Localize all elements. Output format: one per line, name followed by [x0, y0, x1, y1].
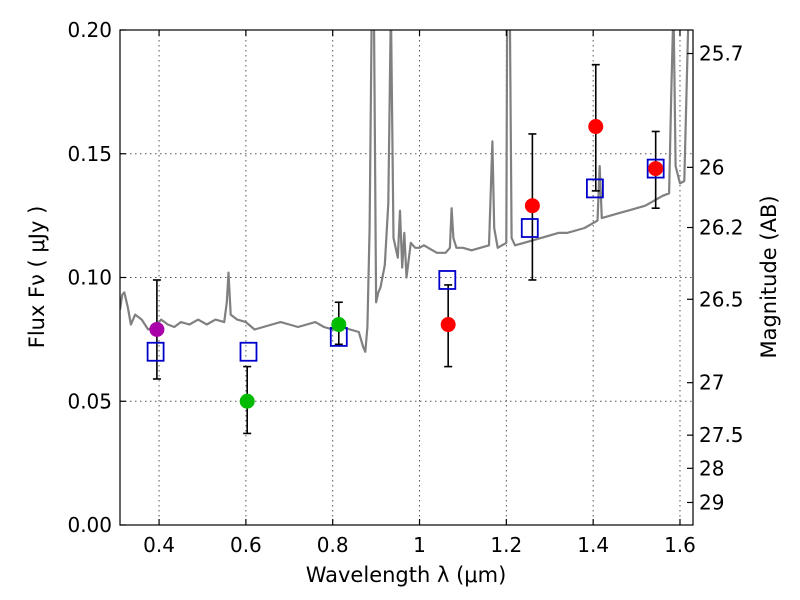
model-band-marker — [146, 341, 165, 362]
y2-tick-label: 28 — [699, 456, 724, 480]
x-tick-label: 1 — [413, 533, 426, 557]
y2-tick-label: 26.2 — [699, 216, 744, 240]
observed-flux-point — [648, 161, 664, 177]
y-tick-label: 0.05 — [67, 389, 112, 413]
x-tick-label: 0.4 — [143, 533, 175, 557]
y-tick-label: 0.20 — [67, 18, 112, 42]
x-axis-label: Wavelength λ (μm) — [306, 563, 507, 587]
error-bars — [152, 63, 660, 435]
y2-axis-label: Magnitude (AB) — [757, 195, 781, 358]
x-tick-label: 1.4 — [577, 533, 609, 557]
x-tick-label: 0.8 — [317, 533, 349, 557]
observed-flux-point — [588, 119, 604, 135]
y2-tick-label: 26 — [699, 155, 724, 179]
y2-axis-ticks: 25.7 26 26.2 26.5 27 27.5 28 29 — [687, 42, 744, 514]
x-tick-label: 0.6 — [230, 533, 262, 557]
x-tick-label: 1.2 — [490, 533, 522, 557]
y-axis-ticks: 0.00 0.05 0.10 0.15 0.20 — [67, 18, 126, 537]
y-tick-label: 0.10 — [67, 266, 112, 290]
y2-tick-label: 25.7 — [699, 42, 744, 66]
model-spectrum-line — [120, 30, 690, 353]
y-tick-label: 0.00 — [67, 513, 112, 537]
model-band-marker — [585, 178, 604, 199]
observed-flux-point — [239, 393, 255, 409]
model-band-marker — [438, 270, 457, 290]
x-axis-ticks: 0.4 0.6 0.8 1 1.2 1.4 1.6 — [143, 30, 696, 557]
x-tick-label: 1.6 — [664, 533, 696, 557]
y2-tick-label: 27 — [699, 371, 724, 395]
model-band-marker — [520, 218, 539, 238]
observed-flux-point — [440, 317, 456, 333]
y-tick-label: 0.15 — [67, 142, 112, 166]
observed-flux-point — [524, 198, 540, 214]
model-band-marker — [646, 158, 665, 179]
plot-area — [120, 30, 690, 435]
observed-flux-point — [331, 317, 347, 333]
model-band-marker — [239, 341, 258, 362]
observed-photometry-markers — [149, 119, 664, 409]
y2-tick-label: 29 — [699, 490, 724, 514]
y-axis-label: Flux Fν ( μJy ) — [25, 206, 49, 349]
y2-tick-label: 26.5 — [699, 287, 744, 311]
observed-flux-point — [149, 321, 165, 337]
y2-tick-label: 27.5 — [699, 423, 744, 447]
